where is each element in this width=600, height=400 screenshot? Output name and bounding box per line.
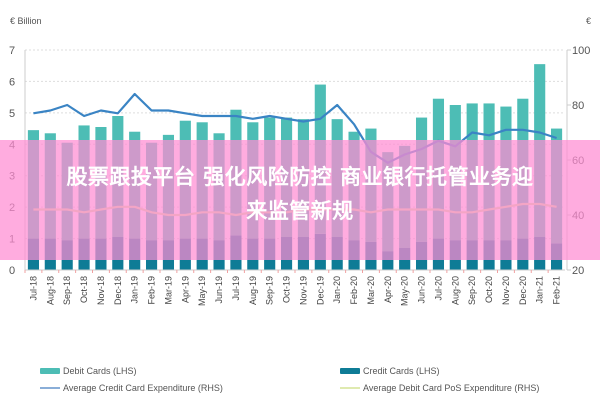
svg-text:Jul-20: Jul-20 <box>433 276 443 301</box>
legend-label: Average Debit Card PoS Expenditure (RHS) <box>363 382 540 393</box>
legend-label: Debit Cards (LHS) <box>63 365 137 376</box>
svg-text:May-19: May-19 <box>197 276 207 306</box>
svg-text:Apr-20: Apr-20 <box>383 276 393 303</box>
legend-item-debit-cards: Debit Cards (LHS) <box>40 366 340 376</box>
svg-text:Jan-20: Jan-20 <box>332 276 342 304</box>
svg-text:7: 7 <box>9 45 15 57</box>
svg-text:Aug-18: Aug-18 <box>45 276 55 305</box>
svg-text:Nov-20: Nov-20 <box>501 276 511 305</box>
svg-text:Aug-19: Aug-19 <box>248 276 258 305</box>
legend-label: Credit Cards (LHS) <box>363 365 440 376</box>
debit-cards-swatch-icon <box>40 367 60 374</box>
svg-text:Jul-18: Jul-18 <box>28 276 38 301</box>
svg-text:Jul-19: Jul-19 <box>231 276 241 301</box>
legend: Debit Cards (LHS) Credit Cards (LHS) Ave… <box>40 362 580 396</box>
svg-text:100: 100 <box>572 45 590 57</box>
svg-text:Oct-19: Oct-19 <box>282 276 292 303</box>
svg-text:Oct-18: Oct-18 <box>79 276 89 303</box>
svg-text:Sep-20: Sep-20 <box>467 276 477 305</box>
left-axis-unit: € Billion <box>10 16 42 26</box>
headline-line-2: 来监管新规 <box>246 199 354 223</box>
svg-text:Feb-20: Feb-20 <box>349 276 359 305</box>
svg-text:Sep-18: Sep-18 <box>62 276 72 305</box>
avg-debit-line-swatch-icon <box>340 386 360 389</box>
svg-text:Jan-21: Jan-21 <box>535 276 545 304</box>
svg-text:Dec-19: Dec-19 <box>315 276 325 305</box>
legend-item-avg-debit-pos-expenditure: Average Debit Card PoS Expenditure (RHS) <box>340 383 580 393</box>
svg-text:Sep-19: Sep-19 <box>265 276 275 305</box>
credit-cards-swatch-icon <box>340 367 360 374</box>
svg-text:Feb-19: Feb-19 <box>147 276 157 305</box>
svg-text:Apr-19: Apr-19 <box>180 276 190 303</box>
svg-text:Dec-18: Dec-18 <box>113 276 123 305</box>
legend-item-credit-cards: Credit Cards (LHS) <box>340 366 580 376</box>
svg-text:20: 20 <box>572 265 584 277</box>
legend-item-avg-credit-expenditure: Average Credit Card Expenditure (RHS) <box>40 383 340 393</box>
svg-text:Jun-19: Jun-19 <box>214 276 224 304</box>
svg-text:Dec-20: Dec-20 <box>518 276 528 305</box>
svg-text:Mar-19: Mar-19 <box>163 276 173 305</box>
svg-text:Jan-19: Jan-19 <box>130 276 140 304</box>
svg-text:Jun-20: Jun-20 <box>417 276 427 304</box>
right-axis-unit: € <box>586 16 591 26</box>
x-axis: Jul-18 Aug-18 Sep-18 Oct-18 Nov-18 Dec-18 Jan-… <box>24 270 562 306</box>
headline-line-1: 股票跟投平台 强化风险防控 商业银行托管业务迎 <box>66 165 534 189</box>
headline-text: 股票跟投平台 强化风险防控 商业银行托管业务迎 来监管新规 <box>0 160 600 228</box>
headline-banner <box>0 140 600 260</box>
svg-text:80: 80 <box>572 100 584 112</box>
avg-credit-line-swatch-icon <box>40 386 60 389</box>
legend-label: Average Credit Card Expenditure (RHS) <box>63 382 223 393</box>
svg-text:Mar-20: Mar-20 <box>366 276 376 305</box>
credit-cards-bar <box>382 251 394 270</box>
svg-text:Oct-20: Oct-20 <box>484 276 494 303</box>
svg-text:6: 6 <box>9 76 15 88</box>
svg-text:Nov-19: Nov-19 <box>298 276 308 305</box>
line-series-path <box>33 92 557 164</box>
svg-text:Feb-21: Feb-21 <box>552 276 562 305</box>
svg-text:Aug-20: Aug-20 <box>450 276 460 305</box>
svg-text:May-20: May-20 <box>400 276 410 306</box>
svg-text:0: 0 <box>9 265 15 277</box>
svg-text:5: 5 <box>9 108 15 120</box>
svg-text:Nov-18: Nov-18 <box>96 276 106 305</box>
